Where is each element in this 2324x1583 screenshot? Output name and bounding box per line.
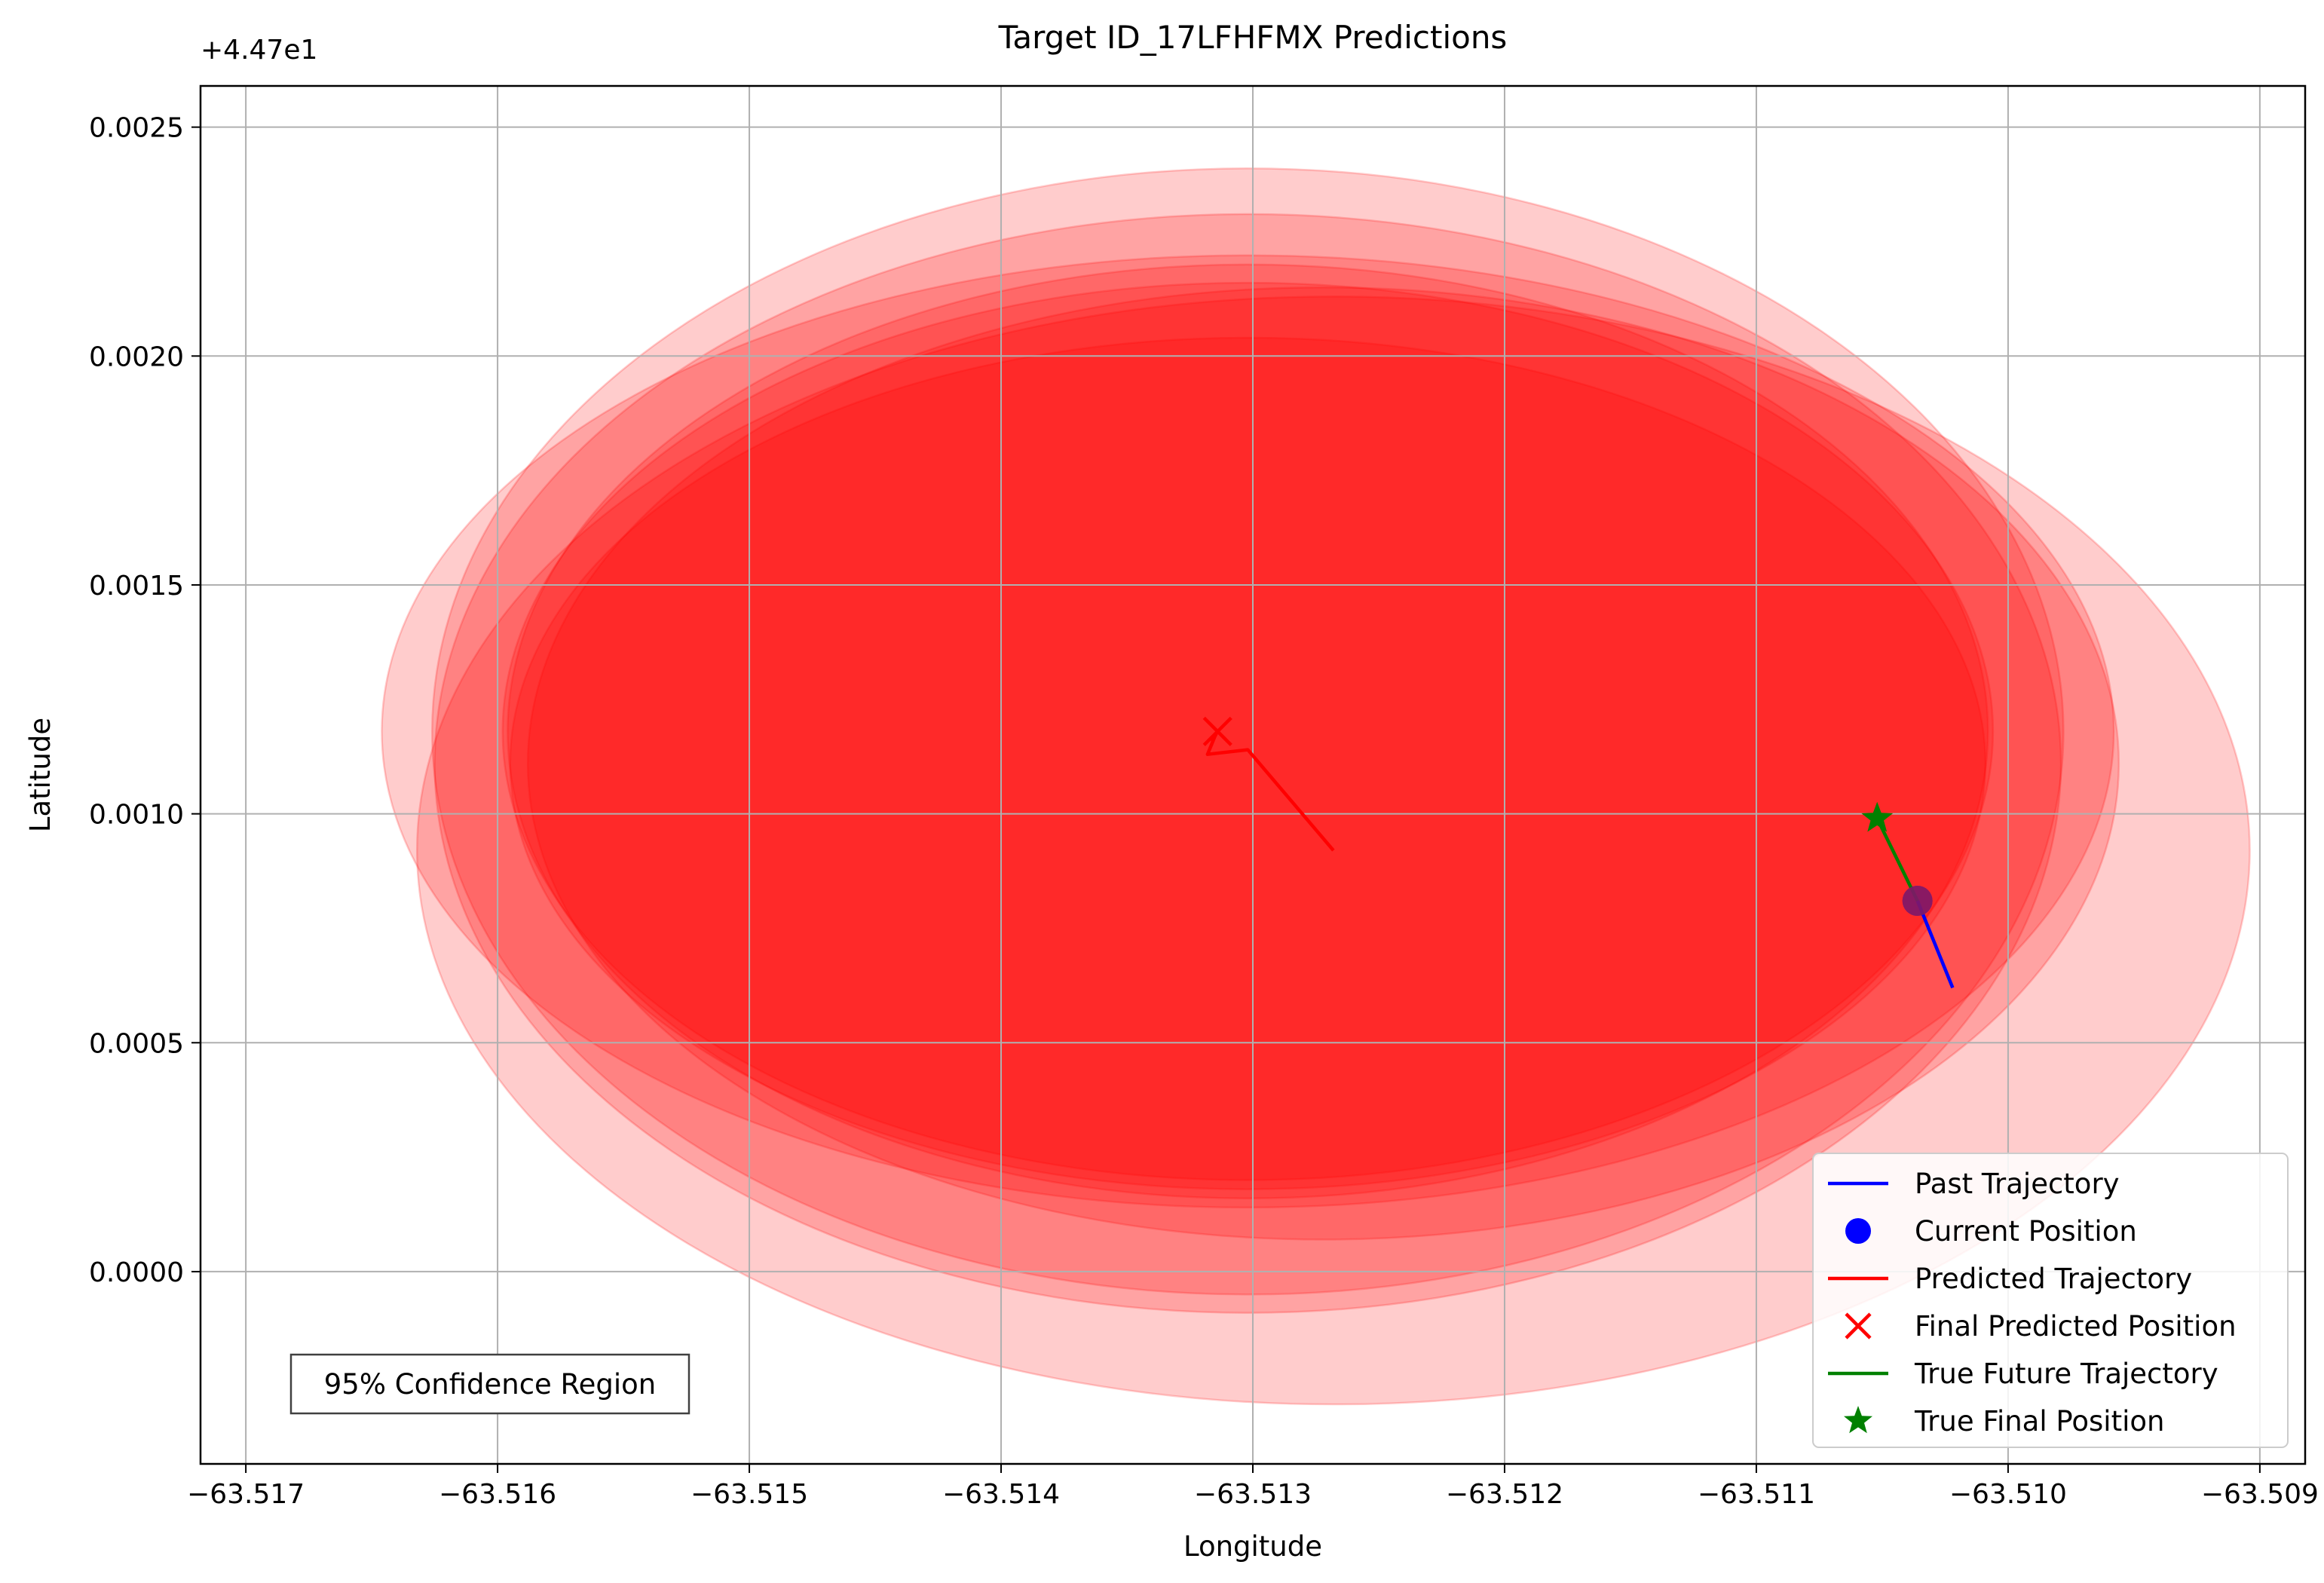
x-tick-label: −63.517 <box>187 1479 305 1510</box>
confidence-ellipse <box>526 286 2120 1241</box>
x-tick-label: −63.510 <box>1949 1479 2067 1510</box>
current-position-marker <box>1902 886 1933 917</box>
legend-frame <box>1812 1153 2289 1448</box>
y-offset-text: +4.47e1 <box>201 35 317 66</box>
legend-label: Current Position <box>1915 1215 2137 1248</box>
confidence-ellipse <box>433 213 2062 1314</box>
legend: Past Trajectory Current Position Predicted… <box>1812 1153 2289 1448</box>
confidence-ellipse <box>501 281 1995 1181</box>
x-tick-label: −63.516 <box>439 1479 556 1510</box>
confidence-ellipse <box>509 336 1987 1190</box>
annotation-box <box>289 1353 690 1415</box>
legend-item-current-position: Current Position <box>1845 1215 2137 1248</box>
legend-item-past-trajectory: Past Trajectory <box>1828 1168 2120 1200</box>
x-tick-label: −63.513 <box>1194 1479 1312 1510</box>
confidence-ellipses <box>381 167 2251 1406</box>
confidence-ellipse <box>431 167 2065 1296</box>
y-tick-label: 0.0025 <box>89 113 184 144</box>
annotation-text: 95% Confidence Region <box>324 1368 656 1401</box>
predicted-trajectory-line <box>1205 730 1335 852</box>
x-tick-label: −63.512 <box>1446 1479 1563 1510</box>
legend-label: Past Trajectory <box>1915 1168 2120 1200</box>
confidence-ellipse <box>381 254 2115 1209</box>
legend-label: Predicted Trajectory <box>1915 1263 2192 1295</box>
past-trajectory-line <box>1915 900 1955 989</box>
legend-swatch-marker-stroke <box>1845 1312 1872 1340</box>
true-future-trajectory-line <box>1875 817 1919 902</box>
x-tick-label: −63.515 <box>690 1479 808 1510</box>
y-axis-label: Latitude <box>24 718 57 832</box>
x-axis-label: Longitude <box>1183 1530 1322 1563</box>
legend-label: True Final Position <box>1914 1405 2164 1438</box>
legend-swatch-marker <box>1845 1312 1872 1340</box>
y-tick-label: 0.0005 <box>89 1028 184 1059</box>
legend-label: Final Predicted Position <box>1915 1310 2237 1343</box>
chart-title: Target ID_17LFHFMX Predictions <box>998 19 1508 56</box>
x-tick-label: −63.514 <box>942 1479 1060 1510</box>
final-predicted-position-marker <box>1202 716 1232 746</box>
legend-item-final-predicted-position: Final Predicted Position <box>1845 1310 2237 1343</box>
legend-item-true-final-position: True Final Position <box>1844 1405 2164 1438</box>
y-tick-label: 0.0000 <box>89 1257 184 1288</box>
axis-ticks: −63.517 −63.516 −63.515 −63.514 −63.513 −63.5… <box>89 113 2319 1510</box>
confidence-annotation: 95% Confidence Region <box>289 1353 690 1415</box>
x-tick-label: −63.509 <box>2201 1479 2319 1510</box>
legend-swatch-marker <box>1844 1406 1872 1434</box>
confidence-ellipse <box>507 263 1989 1200</box>
y-tick-label: 0.0015 <box>89 571 184 602</box>
y-tick-label: 0.0010 <box>89 800 184 831</box>
legend-item-predicted-trajectory: Predicted Trajectory <box>1828 1263 2192 1295</box>
x-tick-label: −63.511 <box>1698 1479 1815 1510</box>
legend-swatch-marker <box>1845 1218 1871 1244</box>
grid <box>201 86 2305 1464</box>
true-final-position-marker <box>1861 801 1894 832</box>
y-tick-label: 0.0020 <box>89 341 184 372</box>
series-layer <box>1202 716 1955 989</box>
final-predicted-position-marker-stroke <box>1202 716 1232 746</box>
legend-label: True Future Trajectory <box>1914 1358 2218 1390</box>
legend-item-true-future-trajectory: True Future Trajectory <box>1828 1358 2218 1390</box>
